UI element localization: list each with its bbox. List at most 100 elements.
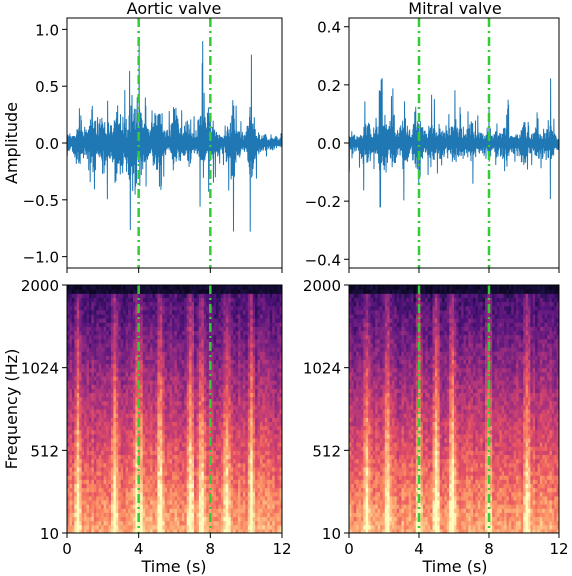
aortic-spec-cell [120,301,124,307]
aortic-spec-cell [262,417,266,422]
aortic-spec-cell [238,351,242,356]
aortic-spec-cell [201,413,205,418]
aortic-spec-cell [252,297,256,303]
aortic-spec-cell [216,450,220,456]
aortic-spec-cell [164,413,168,418]
aortic-spec-cell [196,437,200,443]
aortic-spec-cell [140,524,144,530]
aortic-spec-cell [69,450,73,456]
aortic-spec-cell [74,326,78,332]
aortic-spec-cell [194,367,198,373]
aortic-spec-cell [132,442,137,447]
aortic-spec-cell [220,479,224,484]
aortic-spec-cell [145,495,149,501]
aortic-spec-cell [142,305,146,311]
aortic-spec-cell [71,499,75,505]
aortic-spec-cell [164,371,168,377]
aortic-spec-cell [81,318,85,323]
aortic-spec-cell [186,285,190,290]
aortic-spec-cell [106,442,110,447]
aortic-spec-cell [223,404,227,410]
aortic-spec-cell [211,359,215,365]
aortic-spec-cell [164,355,168,360]
aortic-spec-cell [230,293,234,298]
aortic-spec-cell [174,326,178,332]
aortic-spec-cell [132,375,137,381]
aortic-spec-cell [223,499,227,505]
aortic-spec-cell [69,446,73,451]
aortic-spec-cell [162,293,166,298]
aortic-spec-cell [123,392,127,398]
aortic-spec-cell [181,524,185,530]
aortic-spec-cell [125,330,129,336]
aortic-spec-cell [252,495,256,501]
aortic-spec-cell [145,437,149,443]
aortic-spec-cell [93,330,97,336]
aortic-spec-cell [245,429,249,435]
aortic-spec-cell [247,289,251,294]
aortic-spec-cell [211,347,215,352]
aortic-spec-cell [223,301,227,307]
aortic-spec-cell [250,520,254,526]
aortic-spec-cell [106,409,110,414]
aortic-spec-cell [203,297,207,303]
aortic-spec-cell [174,491,178,497]
aortic-spec-cell [184,425,188,431]
aortic-spec-cell [142,375,146,381]
aortic-spec-cell [106,495,110,501]
aortic-waveform-line [67,41,282,232]
aortic-spec-cell [206,495,210,501]
aortic-spec-cell [108,309,112,315]
aortic-spec-cell [150,512,154,518]
aortic-spec-cell [145,330,149,336]
aortic-spec-cell [152,371,156,377]
aortic-spec-cell [118,454,122,460]
aortic-spec-cell [123,313,127,319]
aortic-spec-cell [218,334,222,340]
aortic-spec-cell [140,313,144,319]
aortic-spec-cell [247,375,251,381]
aortic-spec-cell [79,367,83,373]
aortic-spec-cell [140,384,144,389]
aortic-spec-cell [132,433,137,439]
aortic-spec-cell [150,495,154,501]
aortic-spec-cell [142,499,146,505]
aortic-spec-cell [196,338,200,344]
aortic-spec-cell [247,417,251,422]
aortic-spec-cell [223,380,227,385]
aortic-spec-cell [118,528,122,533]
aortic-spec-cell [245,404,249,410]
aortic-spec-cell [101,433,105,439]
aortic-spec-cell [181,359,185,365]
aortic-spec-cell [137,504,141,509]
aortic-spec-cell [106,516,110,522]
aortic-spec-cell [108,334,112,340]
aortic-spec-cell [169,520,173,526]
aortic-spec-cell [84,512,88,518]
aortic-spec-cell [181,289,185,294]
aortic-spec-cell [145,491,149,497]
aortic-spec-cell [264,359,268,365]
aortic-spec-cell [145,471,149,476]
aortic-spec-cell [252,409,256,414]
aortic-spec-cell [118,516,122,522]
aortic-spec-cell [233,363,237,369]
aortic-spec-cell [84,495,88,501]
aortic-spec-cell [113,334,117,340]
aortic-spec-cell [240,458,244,464]
aortic-spec-cell [140,359,144,365]
aortic-spec-cell [145,293,149,298]
aortic-spec-cell [79,499,83,505]
aortic-spec-cell [216,380,220,385]
aortic-spec-cell [123,371,127,377]
aortic-spec-cell [181,491,185,497]
aortic-spec-cell [91,318,95,323]
aortic-spec-cell [196,520,200,526]
aortic-spec-cell [145,479,149,484]
aortic-spec-cell [223,504,227,509]
aortic-spec-cell [220,504,224,509]
aortic-spec-cell [172,347,176,352]
aortic-spec-cell [220,450,224,456]
aortic-spec-cell [98,475,102,480]
aortic-spec-cell [252,516,256,522]
